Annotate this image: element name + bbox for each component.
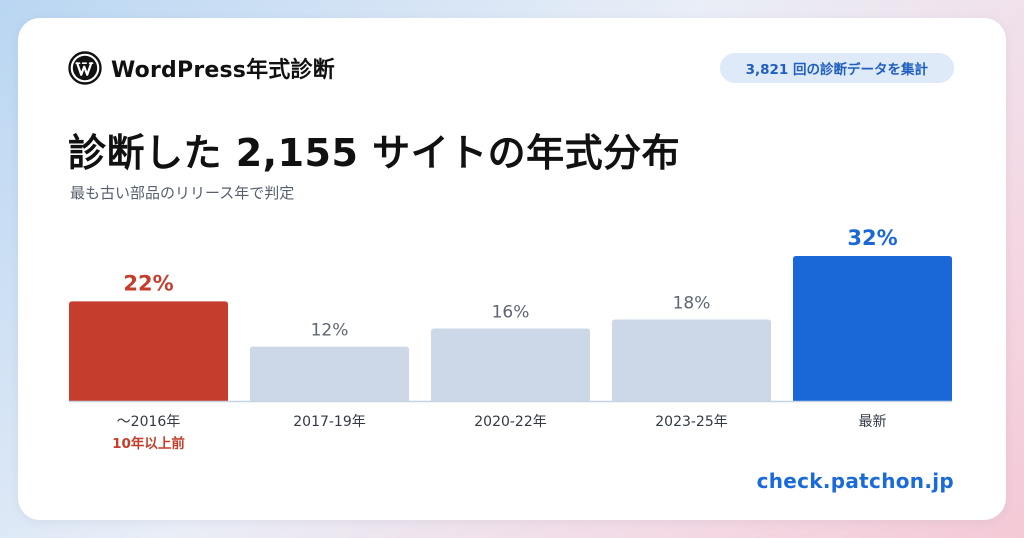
data-label: 22% xyxy=(123,271,173,295)
brand: WordPress年式診断 xyxy=(68,51,335,85)
page-title: 診断した 2,155 サイトの年式分布 xyxy=(68,131,681,175)
data-label: 16% xyxy=(492,303,530,323)
footer-url[interactable]: check.patchon.jp xyxy=(756,469,954,493)
category-label: 2023-25年 xyxy=(655,414,728,430)
page-subtitle: 最も古い部品のリリース年で判定 xyxy=(70,184,295,202)
data-count-badge: 3,821 回の診断データを集計 xyxy=(719,53,954,83)
bar-chart: 22% 〜2016年 10年以上前 12% 2017-19年 16% 2020-22年 18%… xyxy=(69,226,952,452)
bar xyxy=(612,319,771,401)
wordpress-logo-icon xyxy=(68,51,102,85)
category-label: 最新 xyxy=(859,414,887,430)
bar xyxy=(793,256,952,401)
category-note: 10年以上前 xyxy=(112,435,185,452)
bar xyxy=(69,301,228,401)
data-label: 32% xyxy=(847,226,897,250)
brand-name: WordPress年式診断 xyxy=(111,58,335,83)
bar xyxy=(431,328,590,401)
data-label: 18% xyxy=(673,293,711,313)
category-label: 2020-22年 xyxy=(474,414,547,430)
category-label: 2017-19年 xyxy=(293,414,366,430)
card: WordPress年式診断 3,821 回の診断データを集計 診断した 2,15… xyxy=(18,18,1006,520)
data-label: 12% xyxy=(311,321,349,341)
category-label: 〜2016年 xyxy=(117,414,181,430)
bar xyxy=(250,346,409,401)
